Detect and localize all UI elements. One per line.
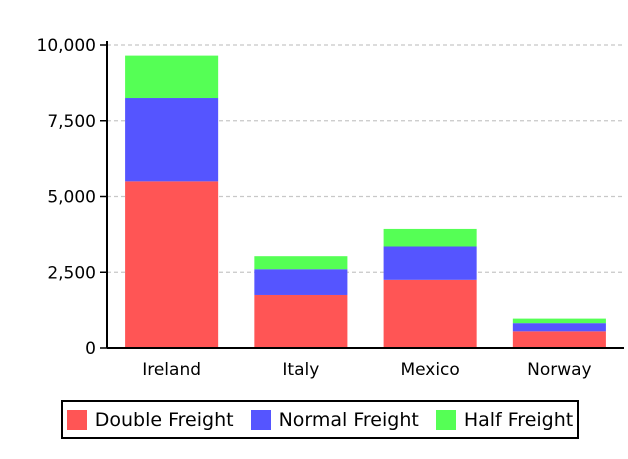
bar-italy-normal-freight (254, 269, 348, 295)
legend-item-normal-freight: Normal Freight (250, 408, 419, 431)
legend-swatch-double-freight (66, 409, 87, 430)
x-tick-label: Mexico (400, 360, 459, 380)
y-tick-label: 0 (85, 339, 96, 359)
x-axis-ticks: Ireland Italy Mexico Norway (142, 360, 591, 380)
bar-norway-double-freight (512, 331, 606, 348)
x-tick-label: Norway (527, 360, 592, 380)
legend-label-normal-freight: Normal Freight (278, 408, 419, 431)
bars (125, 55, 606, 348)
legend-swatch-half-freight (435, 409, 456, 430)
legend-item-double-freight: Double Freight (66, 408, 234, 431)
legend-swatch-normal-freight (250, 409, 271, 430)
legend-item-half-freight: Half Freight (435, 408, 574, 431)
legend-label-double-freight: Double Freight (94, 408, 234, 431)
bar-italy-half-freight (254, 256, 348, 270)
bar-mexico-double-freight (383, 279, 477, 348)
legend-label-half-freight: Half Freight (463, 408, 574, 431)
x-tick-label: Ireland (142, 360, 201, 380)
bar-italy-double-freight (254, 294, 348, 348)
axes (106, 41, 624, 349)
bar-mexico-half-freight (383, 228, 477, 247)
y-tick-label: 10,000 (37, 36, 96, 56)
y-tick-label: 7,500 (47, 112, 96, 132)
stacked-bar-chart: 0 2,500 5,000 7,500 10,000 Ireland Italy Mexic… (37, 36, 624, 380)
bar-ireland-double-freight (125, 181, 219, 348)
legend: Double Freight Normal Freight Half Freig… (61, 400, 579, 439)
y-tick-label: 2,500 (47, 263, 96, 283)
bar-mexico-normal-freight (383, 246, 477, 280)
y-tick-label: 5,000 (47, 188, 96, 208)
x-tick-label: Italy (282, 360, 319, 380)
bar-norway-normal-freight (512, 323, 606, 332)
bar-norway-half-freight (512, 318, 606, 324)
bar-ireland-normal-freight (125, 98, 219, 182)
y-axis-ticks: 0 2,500 5,000 7,500 10,000 (37, 36, 107, 359)
bar-ireland-half-freight (125, 55, 219, 99)
